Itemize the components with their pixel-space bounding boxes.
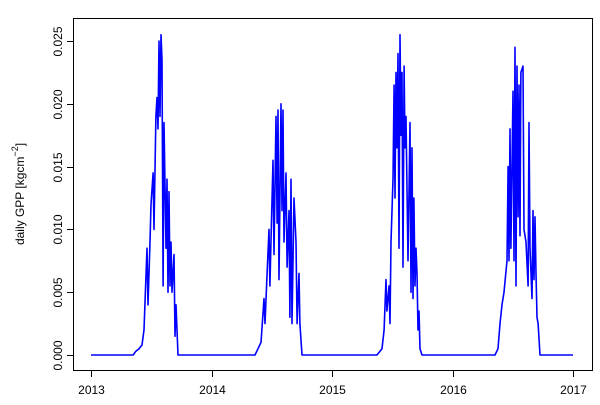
x-tick-label: 2016 xyxy=(440,383,467,397)
y-tick-label: 0.005 xyxy=(51,277,65,307)
series-line xyxy=(91,33,573,356)
x-tick-label: 2014 xyxy=(199,383,226,397)
y-tick-label: 0.000 xyxy=(51,340,65,370)
y-axis-label-end: ] xyxy=(13,143,27,146)
y-axis-label-exponent: −2 xyxy=(10,146,20,156)
y-axis-label: daily GPP [kgcm−2] xyxy=(10,143,27,245)
x-axis: 2013 2014 2015 2016 2017 xyxy=(78,370,587,397)
y-tick-label: 0.025 xyxy=(51,26,65,56)
y-tick-label: 0.010 xyxy=(51,214,65,244)
y-tick-label: 0.015 xyxy=(51,152,65,182)
y-tick-label: 0.020 xyxy=(51,89,65,119)
x-tick-label: 2015 xyxy=(319,383,346,397)
x-tick-label: 2013 xyxy=(78,383,105,397)
x-tick-label: 2017 xyxy=(560,383,587,397)
y-axis-label-main: daily GPP [kgcm xyxy=(13,157,27,245)
y-axis: 0.000 0.005 0.010 0.015 0.020 0.025 xyxy=(51,26,74,371)
